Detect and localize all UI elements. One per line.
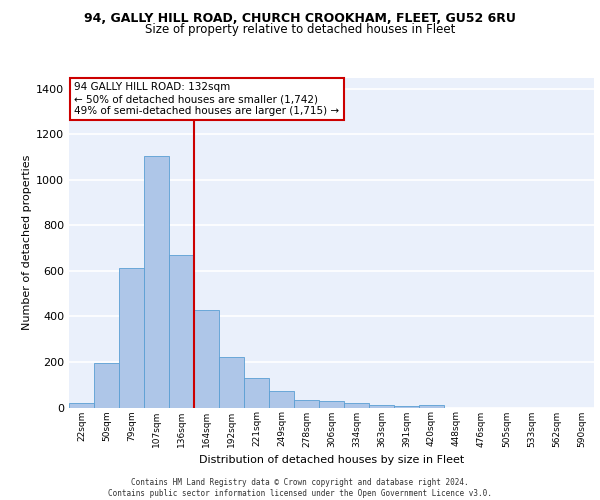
Bar xyxy=(119,268,144,408)
Bar xyxy=(344,403,369,407)
Bar xyxy=(294,400,319,407)
Bar xyxy=(419,404,444,407)
Bar xyxy=(194,310,219,408)
Bar xyxy=(69,404,94,407)
Y-axis label: Number of detached properties: Number of detached properties xyxy=(22,155,32,330)
Bar xyxy=(144,156,169,407)
Text: Contains HM Land Registry data © Crown copyright and database right 2024.
Contai: Contains HM Land Registry data © Crown c… xyxy=(108,478,492,498)
Bar xyxy=(94,363,119,408)
Bar xyxy=(369,404,394,407)
Bar xyxy=(269,391,294,407)
Bar xyxy=(169,255,194,408)
Bar xyxy=(394,406,419,407)
Text: Size of property relative to detached houses in Fleet: Size of property relative to detached ho… xyxy=(145,22,455,36)
Text: 94, GALLY HILL ROAD, CHURCH CROOKHAM, FLEET, GU52 6RU: 94, GALLY HILL ROAD, CHURCH CROOKHAM, FL… xyxy=(84,12,516,26)
Text: 94 GALLY HILL ROAD: 132sqm
← 50% of detached houses are smaller (1,742)
49% of s: 94 GALLY HILL ROAD: 132sqm ← 50% of deta… xyxy=(74,82,340,116)
Bar xyxy=(244,378,269,408)
Bar xyxy=(219,358,244,408)
Bar xyxy=(319,400,344,407)
X-axis label: Distribution of detached houses by size in Fleet: Distribution of detached houses by size … xyxy=(199,455,464,465)
